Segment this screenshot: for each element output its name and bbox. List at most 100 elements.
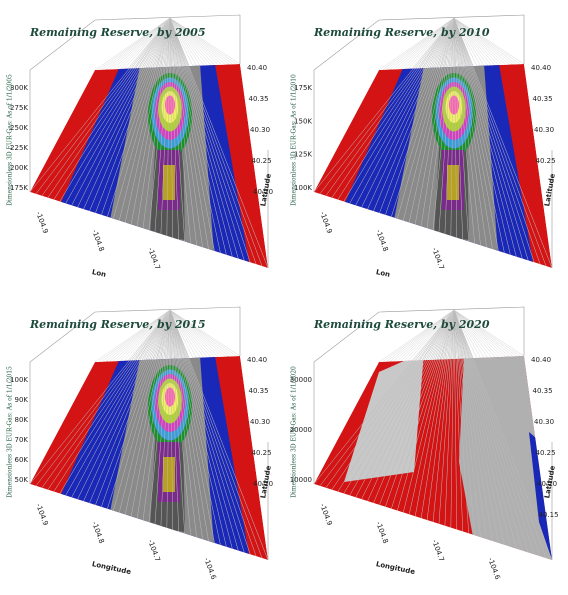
wire [169, 17, 263, 267]
wire [107, 309, 171, 509]
wire [453, 309, 541, 557]
wire [112, 309, 171, 362]
wire [355, 17, 455, 206]
wire [407, 17, 455, 69]
wire [453, 309, 505, 545]
stem-core [447, 165, 459, 200]
lon-tick-label: -104.7 [146, 247, 161, 271]
wire [407, 309, 455, 361]
wire [169, 17, 197, 66]
wire [131, 17, 171, 69]
wire [453, 17, 488, 66]
wire [453, 309, 488, 358]
wire [131, 309, 171, 361]
z-tick-label: 150K [294, 117, 312, 125]
lat-tick-label: 40.30 [250, 126, 270, 134]
wire [453, 309, 517, 549]
wire [169, 17, 208, 66]
box-edge [313, 14, 525, 192]
panel-title: Remaining Reserve, by 2020 [313, 318, 490, 331]
wire [436, 309, 455, 360]
wire [169, 309, 269, 561]
wire [160, 309, 171, 360]
z-tick-label: 70K [15, 436, 29, 444]
wire [444, 17, 455, 234]
wire [169, 17, 239, 259]
wire [105, 17, 171, 70]
wire [411, 309, 455, 361]
wire [453, 17, 553, 269]
wire [169, 309, 215, 543]
wire [453, 17, 469, 242]
wire [169, 17, 209, 250]
wire [453, 17, 485, 66]
wire [169, 309, 237, 357]
wire [453, 17, 514, 65]
wire [331, 309, 455, 490]
wire [47, 17, 171, 198]
wire [429, 309, 455, 360]
wire [156, 17, 171, 68]
wire [98, 309, 171, 363]
wire [130, 17, 171, 225]
wire [386, 309, 455, 362]
wire [169, 17, 221, 253]
wire [453, 309, 547, 559]
wire [408, 17, 455, 223]
wire [169, 309, 239, 551]
wire [453, 17, 535, 263]
wire [453, 309, 517, 357]
wire [444, 17, 455, 68]
lon-tick-label: -104.8 [374, 521, 389, 545]
wire [367, 17, 455, 210]
z-tick-label: 250K [10, 124, 28, 132]
wire [403, 309, 455, 513]
z-tick-label: 100K [294, 184, 312, 192]
wire [453, 17, 481, 66]
lat-tick-label: 40.35 [533, 387, 553, 395]
wire [453, 17, 523, 259]
wire [169, 309, 203, 540]
wire [396, 309, 455, 362]
wire [127, 309, 171, 361]
wire [420, 17, 455, 227]
lat-tick-label: 40.35 [249, 95, 269, 103]
wire [453, 309, 463, 532]
wire [453, 17, 499, 66]
wire [453, 309, 475, 536]
wire [453, 17, 478, 67]
wire [169, 309, 215, 358]
wire [169, 309, 241, 357]
wire [453, 17, 492, 66]
wire [169, 17, 185, 242]
wire [169, 17, 174, 238]
wire [453, 309, 487, 540]
wire [453, 17, 525, 65]
wire [169, 17, 257, 265]
wire [169, 17, 179, 240]
wire [169, 17, 251, 263]
wire [169, 309, 194, 359]
z-tick-label: 175K [10, 184, 28, 192]
wire [53, 17, 171, 200]
wire [453, 17, 481, 246]
wire [102, 309, 171, 362]
wire [169, 309, 204, 358]
wire [71, 309, 171, 498]
wire [169, 309, 208, 358]
wire [450, 309, 455, 528]
wire [71, 17, 171, 206]
wire [169, 17, 215, 251]
wire [134, 17, 171, 69]
wire [453, 309, 535, 555]
wire [337, 309, 455, 492]
lon-tick-label: -104.8 [90, 521, 105, 545]
wire [453, 309, 529, 553]
wire [433, 17, 455, 68]
wire [453, 309, 514, 357]
wire [438, 309, 455, 524]
wire [169, 17, 212, 66]
wire [355, 309, 455, 498]
wire [415, 309, 455, 361]
wire [343, 309, 455, 494]
